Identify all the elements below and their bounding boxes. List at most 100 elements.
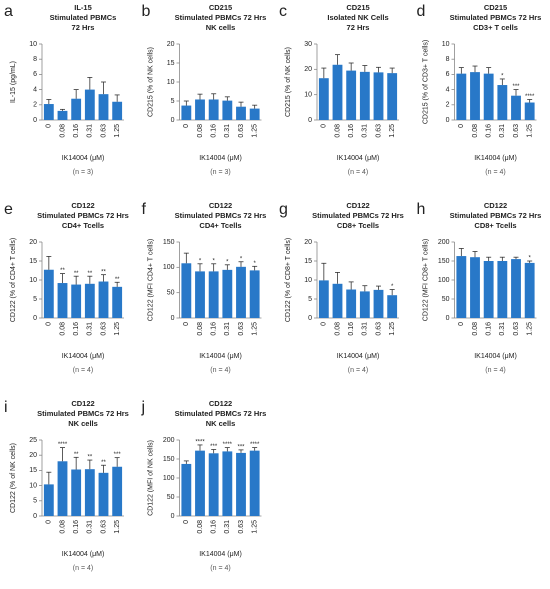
- bar: [483, 261, 494, 318]
- x-tick-label: 0.08: [334, 124, 341, 138]
- bar: [346, 289, 357, 318]
- panel-title: CD215: [209, 3, 232, 12]
- x-tick-label: 0.63: [513, 322, 520, 336]
- x-tick-label: 0.16: [211, 124, 218, 138]
- significance: **: [101, 269, 106, 275]
- bar: [57, 110, 68, 120]
- x-tick-label: 0.31: [224, 322, 231, 336]
- panel-title: CD3+ T cells: [473, 23, 518, 32]
- x-tick-label: 0.08: [334, 322, 341, 336]
- bar: [208, 453, 219, 516]
- significance: *: [528, 256, 531, 262]
- panel-title: CD122: [484, 201, 507, 210]
- x-tick-label: 0.31: [87, 124, 94, 138]
- y-tick-label: 10: [29, 482, 37, 489]
- y-tick-label: 5: [171, 98, 175, 105]
- x-axis-label: IK14004 (μM): [62, 551, 105, 558]
- panel-title: CD8+ Tcells: [474, 221, 516, 230]
- panel-title: CD122: [71, 201, 94, 210]
- panel-title: CD215: [484, 3, 507, 12]
- bar: [346, 70, 357, 120]
- y-axis-label: CD122 (MFI CD8+ T cells): [422, 239, 429, 321]
- x-tick-label: 0.31: [362, 124, 369, 138]
- x-tick-label: 1.25: [252, 520, 259, 534]
- y-tick-label: 4: [446, 86, 450, 93]
- y-tick-label: 0: [308, 315, 312, 322]
- x-tick-label: 0.16: [486, 124, 493, 138]
- y-tick-label: 50: [442, 296, 450, 303]
- y-tick-label: 6: [33, 71, 37, 78]
- bar: [195, 99, 205, 120]
- panel-letter: f: [142, 201, 147, 218]
- y-axis-label: CD215 (% of NK cells): [285, 47, 292, 117]
- bar: [195, 271, 205, 318]
- y-tick-label: 15: [167, 60, 175, 67]
- panel-title: CD122: [346, 201, 369, 210]
- bar: [387, 73, 398, 120]
- significance: **: [115, 277, 120, 283]
- y-tick-label: 20: [29, 452, 37, 459]
- x-tick-label: 0.31: [87, 520, 94, 534]
- x-tick-label: 0: [46, 322, 53, 326]
- panel-letter: j: [141, 399, 146, 416]
- panel-title: CD8+ Tcells: [337, 221, 379, 230]
- panel-title: Stimulated PBMCs 72 Hrs: [175, 409, 267, 418]
- bar: [236, 106, 246, 120]
- significance: **: [87, 271, 92, 277]
- x-tick-label: 1.25: [114, 322, 121, 336]
- bar: [332, 283, 343, 318]
- bar: [249, 108, 260, 120]
- x-tick-label: 0.08: [472, 124, 479, 138]
- sample-size: (n = 4): [348, 367, 368, 374]
- significance: **: [87, 455, 92, 461]
- y-tick-label: 100: [438, 277, 450, 284]
- panel-title: Stimulated PBMCs 72 Hrs: [312, 211, 404, 220]
- panel-letter: i: [4, 399, 8, 416]
- y-axis-label: CD122 (% of NK cells): [10, 443, 17, 513]
- bar: [511, 95, 521, 120]
- y-tick-label: 100: [163, 264, 175, 271]
- x-tick-label: 0.16: [486, 322, 493, 336]
- panel-title: Stimulated PBMCs 72 Hrs: [37, 211, 129, 220]
- bar: [57, 283, 68, 318]
- bar: [387, 295, 398, 318]
- bar: [470, 257, 480, 318]
- bar: [98, 94, 109, 120]
- x-axis-label: IK14004 (μM): [474, 353, 517, 360]
- x-tick-label: 0.63: [375, 124, 382, 138]
- panel-title: Stimulated PBMCs 72 Hrs: [450, 13, 542, 22]
- bar: [249, 270, 260, 318]
- x-tick-label: 0.63: [100, 520, 107, 534]
- significance: ***: [114, 452, 122, 458]
- x-tick-label: 0.31: [224, 520, 231, 534]
- bar: [236, 452, 246, 516]
- panel-title: CD4+ Tcells: [62, 221, 104, 230]
- y-tick-label: 25: [29, 437, 37, 444]
- bar: [181, 105, 192, 120]
- significance: ****: [223, 442, 233, 448]
- y-tick-label: 150: [438, 258, 450, 265]
- x-tick-label: 0: [183, 322, 190, 326]
- x-tick-label: 0: [321, 322, 328, 326]
- bar: [84, 89, 95, 120]
- sample-size: (n = 4): [73, 565, 93, 572]
- x-axis-label: IK14004 (μM): [199, 551, 242, 558]
- panel-letter: d: [417, 3, 426, 20]
- panel-letter: b: [142, 3, 151, 20]
- panel-title: NK cells: [206, 419, 236, 428]
- x-tick-label: 1.25: [252, 124, 259, 138]
- bar: [181, 263, 192, 318]
- bar: [112, 286, 123, 318]
- bar: [181, 463, 192, 516]
- y-tick-label: 2: [446, 102, 450, 109]
- x-tick-label: 0.08: [197, 520, 204, 534]
- bar: [511, 259, 521, 318]
- x-tick-label: 0.63: [100, 124, 107, 138]
- x-axis-label: IK14004 (μM): [337, 353, 380, 360]
- x-tick-label: 0: [458, 124, 465, 128]
- y-tick-label: 0: [33, 513, 37, 520]
- x-axis-label: IK14004 (μM): [62, 353, 105, 360]
- y-tick-label: 20: [304, 239, 312, 246]
- y-tick-label: 10: [442, 41, 450, 48]
